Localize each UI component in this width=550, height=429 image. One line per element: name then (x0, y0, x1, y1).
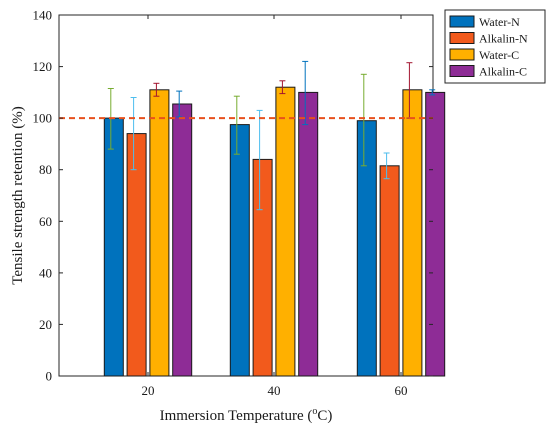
legend-label-water-c: Water-C (479, 48, 519, 62)
bar-alkalin-n-20 (126, 133, 147, 377)
x-axis-label-main: Immersion Temperature ( (160, 408, 313, 424)
bar-water-n-60 (356, 120, 377, 377)
legend-label-alkalin-c: Alkalin-C (479, 65, 527, 79)
bar-water-c-20 (149, 89, 170, 377)
legend-label-alkalin-n: Alkalin-N (479, 32, 528, 46)
legend-swatch-alkalin-n (449, 32, 475, 44)
bar-water-n-40 (229, 124, 250, 377)
x-tick-label-40: 40 (268, 383, 281, 398)
bar-alkalin-n-60 (379, 165, 400, 377)
legend-label-water-n: Water-N (479, 15, 520, 29)
y-tick-label-140: 140 (33, 8, 53, 23)
bar-alkalin-c-60 (425, 91, 446, 377)
x-axis-label-end: C) (317, 408, 332, 424)
bars-group (103, 86, 446, 377)
y-tick-label-80: 80 (39, 162, 52, 177)
bar-alkalin-n-40 (252, 158, 273, 377)
bar-alkalin-c-20 (172, 103, 193, 377)
x-axis-label: Immersion Temperature (oC) (160, 406, 333, 424)
x-axis-label-sup: o (312, 406, 317, 417)
x-tick-label-60: 60 (395, 383, 408, 398)
bar-alkalin-c-40 (298, 91, 319, 377)
y-tick-label-120: 120 (33, 59, 53, 74)
y-tick-label-100: 100 (33, 111, 53, 126)
y-axis-label: Tensile strength retention (%) (10, 106, 26, 284)
y-tick-label-0: 0 (46, 369, 53, 384)
bar-water-n-20 (103, 117, 124, 377)
y-tick-label-60: 60 (39, 214, 52, 229)
x-tick-label-20: 20 (142, 383, 155, 398)
plot-area: 0 20 40 60 80 100 120 140 20 40 60 (33, 8, 446, 398)
y-tick-label-20: 20 (39, 317, 52, 332)
bar-water-c-40 (275, 86, 296, 377)
x-axis-ticks: 20 40 60 (142, 15, 408, 398)
legend-swatch-alkalin-c (449, 65, 475, 77)
y-axis-ticks: 0 20 40 60 80 100 120 140 (33, 8, 433, 384)
legend-swatch-water-n (449, 15, 475, 28)
y-tick-label-40: 40 (39, 265, 52, 280)
bar-water-c-60 (402, 89, 423, 377)
legend-swatch-water-c (449, 48, 475, 61)
legend: Water-N Alkalin-N Water-C Alkalin-C (444, 9, 546, 84)
